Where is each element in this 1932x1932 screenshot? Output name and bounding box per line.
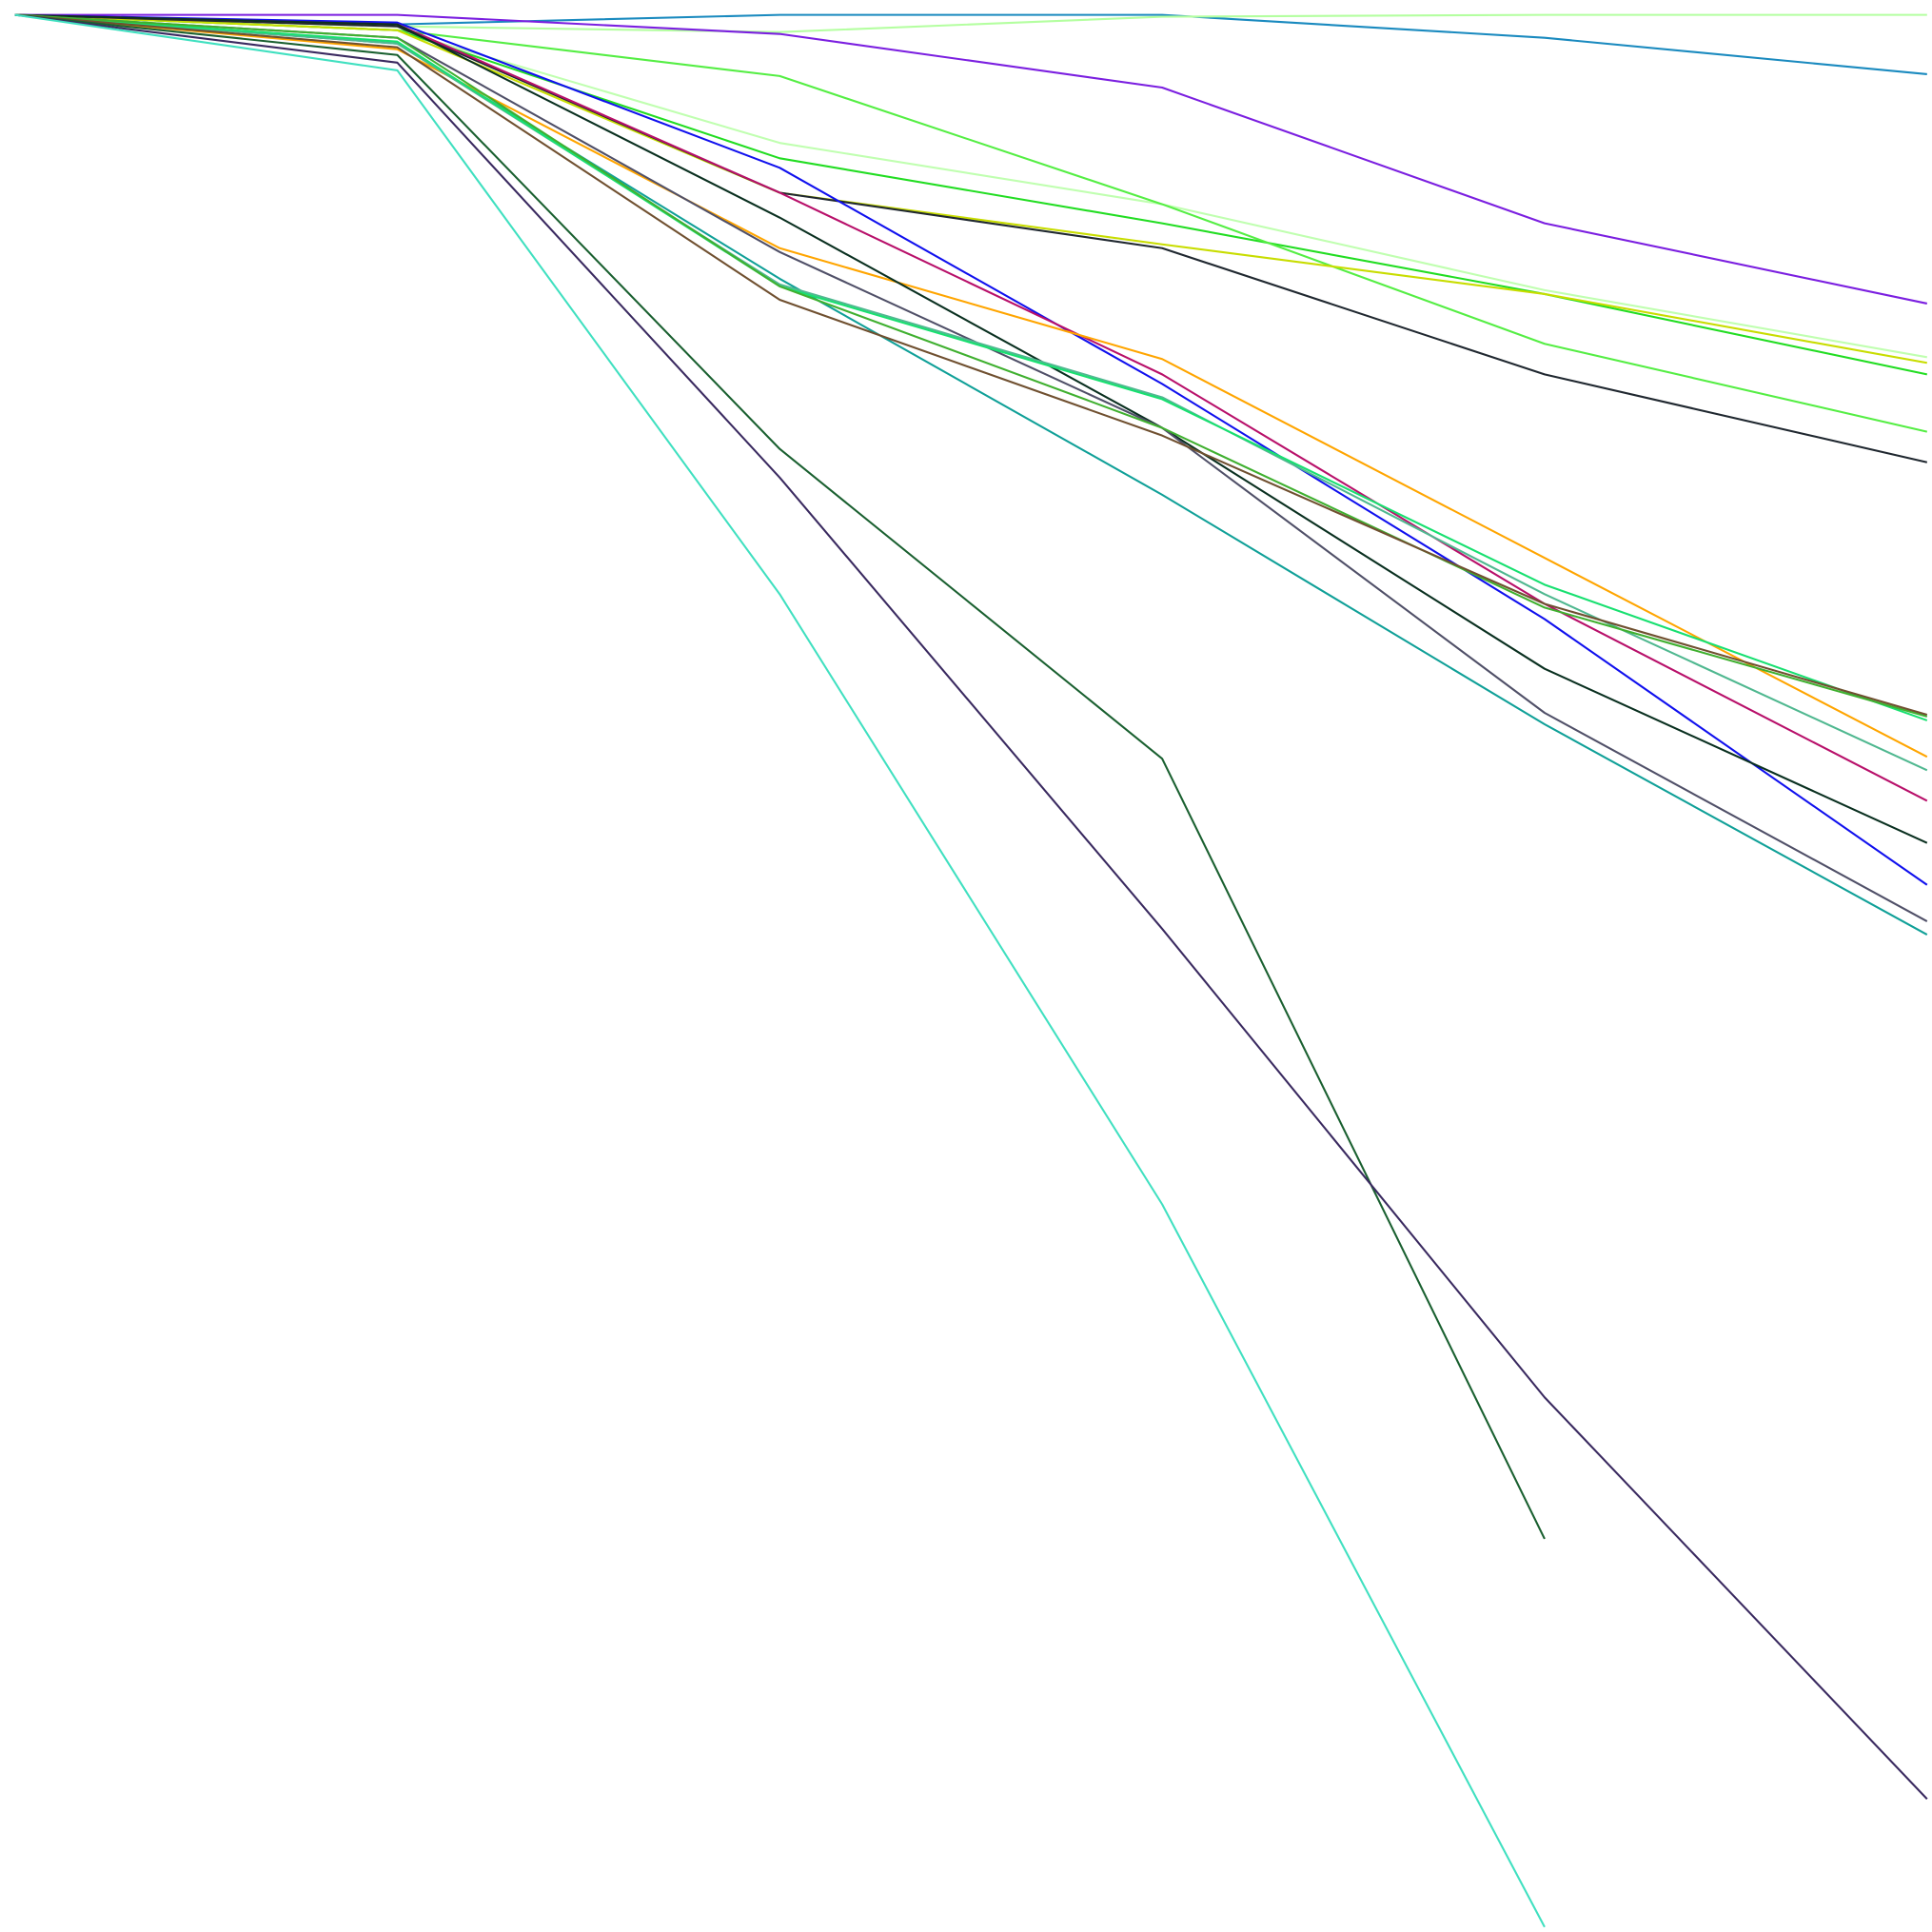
series-line-19	[14, 13, 1546, 1540]
series-line-4	[14, 13, 1927, 359]
series-line-20	[14, 13, 1928, 1800]
series-line-18	[14, 13, 1928, 716]
series-line-12	[14, 13, 1928, 844]
series-line-8	[14, 13, 1928, 463]
series-line-9	[14, 13, 1928, 886]
series-line-11	[14, 13, 1928, 759]
series-line-13	[14, 13, 1928, 922]
series-line-14	[14, 13, 1928, 936]
series-line-16	[14, 13, 1928, 721]
series-line-21	[14, 13, 1546, 1928]
series-line-10	[14, 13, 1928, 802]
series-line-7	[14, 13, 1927, 365]
series-line-17	[14, 13, 1928, 718]
series-line-6	[14, 13, 1928, 433]
series-line-3	[14, 13, 1928, 305]
series-line-5	[14, 13, 1928, 376]
series-line-15	[14, 13, 1928, 772]
